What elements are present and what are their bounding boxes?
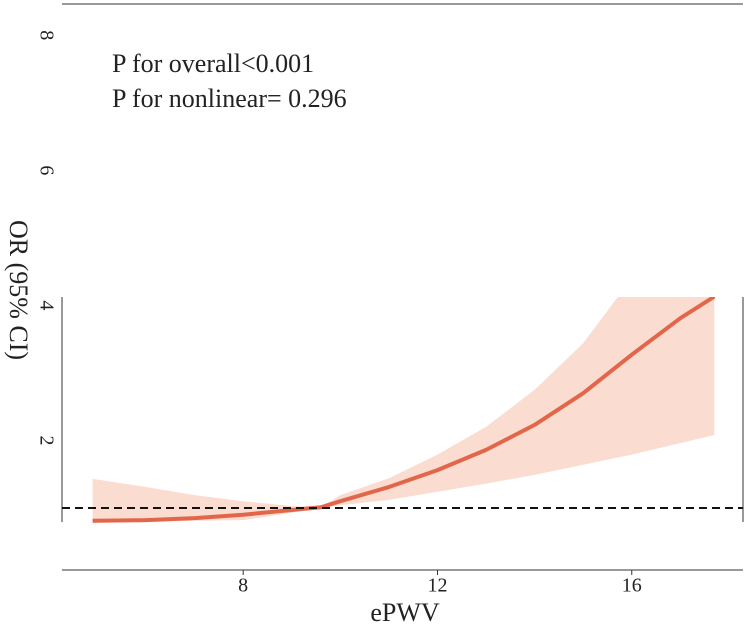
x-tick-label: 8 [238, 575, 248, 597]
y-tick-label: 4 [35, 300, 57, 310]
plot-area [92, 297, 716, 523]
y-tick-label: 2 [35, 435, 57, 445]
spline-line [92, 297, 716, 523]
y-axis-label: OR (95% CI) [4, 220, 33, 360]
x-tick-label: 16 [622, 575, 642, 597]
x-axis-label: ePWV [370, 598, 440, 627]
y-tick-label: 6 [35, 165, 57, 175]
annotation: P for overall<0.001 [112, 49, 314, 78]
annotation: P for nonlinear= 0.296 [112, 84, 347, 113]
confidence-band [92, 297, 715, 523]
x-tick-label: 12 [427, 575, 447, 597]
y-tick-label: 8 [35, 30, 57, 40]
